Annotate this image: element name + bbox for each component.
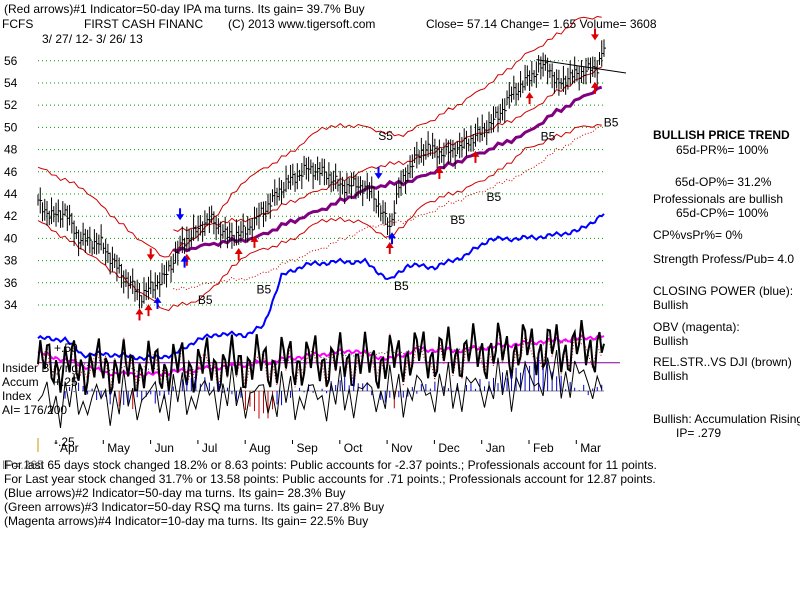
red-arrow-11-head: [590, 34, 599, 41]
y-tick-36: 36: [4, 276, 18, 290]
footer-green-arrows: (Green arrows)#3 Indicator=50-day RSQ ma…: [4, 500, 385, 514]
footer-ip-overprint: IP=.265: [2, 458, 44, 472]
index-label: Index: [2, 389, 32, 403]
blue-arrow-4-head: [388, 232, 397, 239]
x-tick-may: May: [107, 441, 130, 455]
signal-label-b5-4: B5: [450, 213, 465, 227]
y-tick-52: 52: [4, 98, 18, 112]
upper-band: [37, 15, 602, 258]
red-arrow-10-head: [590, 81, 599, 88]
accum-tick-plus25: +.25: [54, 375, 78, 389]
pr-percent: 65d-PR%= 100%: [676, 143, 769, 157]
accum-tick-plus50: +.50: [54, 341, 78, 355]
obv-label: OBV (magenta):: [653, 320, 740, 334]
x-tick-oct: Oct: [344, 441, 363, 455]
signal-label-b5-7: B5: [604, 115, 619, 129]
signal-label-b5-1: B5: [198, 293, 213, 307]
red-arrow-5-head: [250, 235, 259, 242]
x-tick-jun: Jun: [155, 441, 174, 455]
accum-label: Accum: [2, 375, 39, 389]
obv-line: [37, 334, 605, 378]
closing-power-value: Bullish: [653, 298, 689, 312]
insider-buying-label: Insider Buying: [2, 361, 79, 375]
red-arrow-4-head: [234, 248, 243, 255]
price-bars: [37, 39, 606, 309]
quote-summary: Close= 57.14 Change= 1.65 Volume= 3608: [426, 17, 657, 31]
y-tick-40: 40: [4, 231, 18, 245]
signal-label-b5-3: B5: [394, 279, 409, 293]
red-arrow-1-head: [144, 304, 153, 311]
red-arrow-7-head: [435, 167, 444, 174]
blue-arrow-1-head: [180, 255, 189, 262]
y-tick-54: 54: [4, 76, 18, 90]
y-tick-50: 50: [4, 120, 18, 134]
ma50-line: [172, 85, 603, 254]
professionals-status: Professionals are bullish: [653, 192, 784, 206]
accum-tick-minus25: -.25: [54, 435, 75, 449]
x-tick-sep: Sep: [297, 441, 319, 455]
price-trend-title: BULLISH PRICE TREND: [653, 128, 790, 142]
footer-blue-arrows: (Blue arrows)#2 Indicator=50-day ma turn…: [4, 486, 346, 500]
axis-labels: 34 36 38 40 42 44 46 48 50 52 54 56 Apr May Jun Jul Aug S…: [4, 54, 601, 455]
signal-label-b5-5: B5: [486, 190, 501, 204]
footer-year-summary: For Last year stock changed 31.7% or 13.…: [4, 472, 656, 486]
relstr-value: Bullish: [653, 369, 689, 383]
closing-power-moving-average: [173, 125, 602, 291]
x-tick-feb: Feb: [533, 441, 554, 455]
x-tick-nov: Nov: [391, 441, 412, 455]
ticker-symbol: FCFS: [2, 17, 34, 31]
signal-label-b5-6: B5: [541, 130, 556, 144]
op-percent: 65d-OP%= 31.2%: [675, 175, 772, 189]
copyright: (C) 2013 www.tigersoft.com: [228, 17, 376, 31]
x-tick-dec: Dec: [438, 441, 459, 455]
y-tick-42: 42: [4, 209, 18, 223]
blue-arrow-0-head: [153, 296, 162, 303]
ip-value: IP= .279: [676, 426, 722, 440]
red-arrow-6-head: [385, 241, 394, 248]
blue-arrow-3-head: [374, 173, 383, 180]
signal-arrows: S5 B5 B5 B5 B5 B5 B5 B5: [135, 28, 619, 321]
company-name: FIRST CASH FINANC: [84, 17, 204, 31]
x-tick-aug: Aug: [249, 441, 270, 455]
signal-label-s5-0: S5: [378, 129, 393, 143]
footer-magenta-arrows: (Magenta arrows)#4 Indicator=10-day ma t…: [4, 514, 369, 528]
red-arrow-0-head: [135, 308, 144, 315]
relstr-label: REL.STR..VS DJI (brown): [653, 355, 792, 369]
x-tick-jul: Jul: [202, 441, 217, 455]
red-arrow-9-head: [525, 92, 534, 99]
red-arrows-indicator-line: (Red arrows)#1 Indicator=50-day IPA ma t…: [4, 2, 365, 16]
y-tick-46: 46: [4, 165, 18, 179]
closing-power-line: [37, 213, 605, 362]
lower-band: [37, 123, 602, 312]
closing-power-label: CLOSING POWER (blue):: [653, 284, 794, 298]
accumulation-status: Bullish: Accumulation Rising: [653, 412, 800, 426]
y-tick-56: 56: [4, 54, 18, 68]
blue-arrow-2-head: [176, 214, 185, 221]
price-grid: [37, 60, 620, 452]
cp-percent: 65d-CP%= 100%: [676, 206, 769, 220]
bollinger-bands: [37, 15, 627, 312]
indicator-lines: [37, 125, 605, 395]
x-tick-mar: Mar: [580, 441, 601, 455]
red-arrow-8-head: [471, 150, 480, 157]
date-range: 3/ 27/ 12- 3/ 26/ 13: [42, 32, 143, 46]
strength-ratio: Strength Profess/Pub= 4.0: [653, 252, 795, 266]
x-tick-apr: Apr: [60, 441, 79, 455]
x-tick-jan: Jan: [486, 441, 505, 455]
footer-65day-summary: For last 65 days stock changed 18.2% or …: [4, 458, 657, 472]
ma21-line: [173, 66, 602, 232]
signal-label-b5-2: B5: [256, 282, 271, 296]
y-tick-48: 48: [4, 143, 18, 157]
cp-vs-pr: CP%vsPr%= 0%: [653, 228, 743, 242]
obv-value: Bullish: [653, 334, 689, 348]
accum-moving-average: [37, 349, 603, 428]
y-tick-44: 44: [4, 187, 18, 201]
y-tick-34: 34: [4, 298, 18, 312]
ai-score: AI= 176/200: [2, 403, 68, 417]
accumulation-index-histogram: [37, 349, 603, 428]
relative-strength-line: [37, 319, 605, 395]
y-tick-38: 38: [4, 254, 18, 268]
red-arrow-2-head: [146, 254, 155, 261]
